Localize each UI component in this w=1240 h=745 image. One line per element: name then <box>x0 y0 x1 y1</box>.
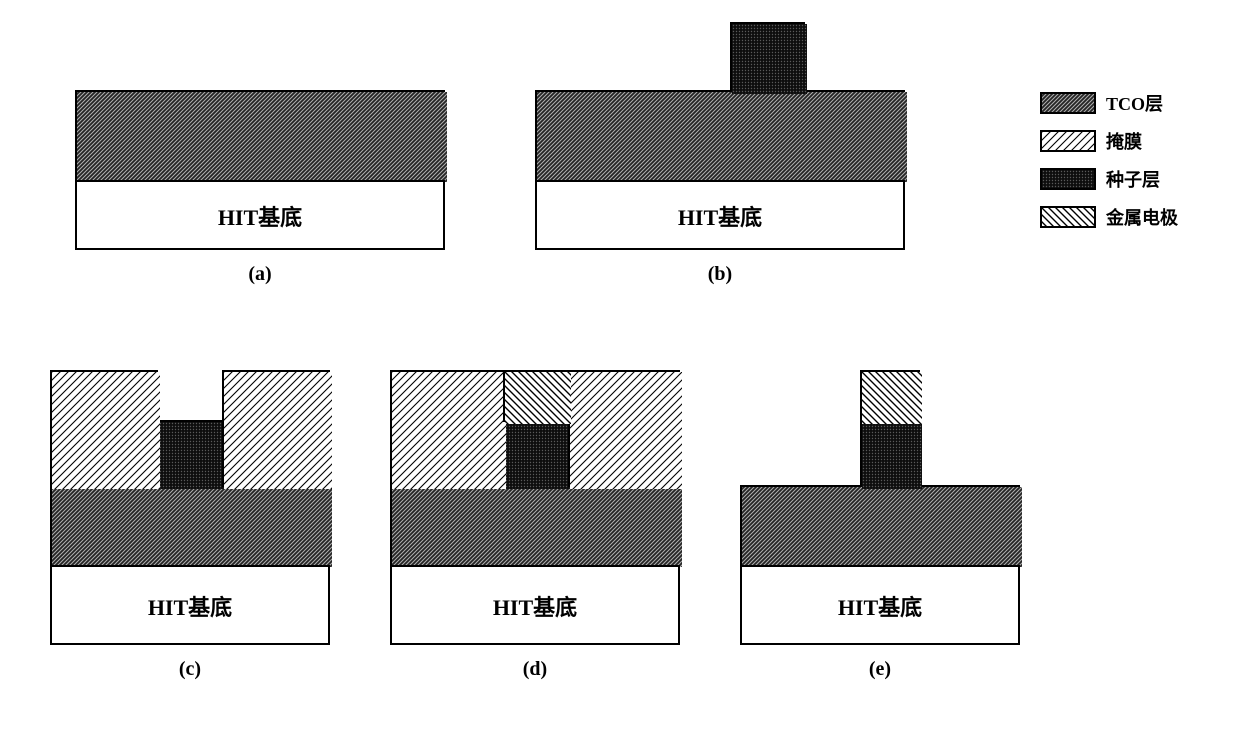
panel-d: HIT基底 (d) <box>390 370 680 680</box>
substrate-label: HIT基底 <box>50 590 330 622</box>
seed-layer <box>503 420 569 487</box>
legend-label: 掩膜 <box>1106 128 1142 154</box>
substrate-label: HIT基底 <box>740 590 1020 622</box>
legend-swatch-tco <box>1040 92 1096 114</box>
legend-label: 种子层 <box>1106 166 1160 192</box>
seed-layer <box>157 420 223 487</box>
tco-layer <box>75 90 445 180</box>
seed-layer <box>730 22 805 92</box>
panel-label-a: (a) <box>75 263 445 286</box>
tco-layer <box>390 485 680 565</box>
tco-layer <box>50 485 330 565</box>
legend-row: 掩膜 <box>1040 128 1178 154</box>
mask-layer <box>568 370 680 487</box>
substrate-label: HIT基底 <box>390 590 680 622</box>
legend-swatch-seed <box>1040 168 1096 190</box>
electrode-layer <box>503 370 569 422</box>
electrode-layer <box>860 370 920 422</box>
panel-a: HIT基底(a) <box>75 50 445 280</box>
legend: TCO层掩膜种子层金属电极 <box>1040 90 1178 242</box>
panel-c: HIT基底 (c) <box>50 370 330 680</box>
legend-swatch-electrode <box>1040 206 1096 228</box>
tco-layer <box>535 90 905 180</box>
legend-row: 种子层 <box>1040 166 1178 192</box>
panel-b: HIT基底(b) <box>535 50 905 280</box>
panel-label-b: (b) <box>535 263 905 286</box>
substrate-label: HIT基底 <box>75 200 445 232</box>
panel-label-e: (e) <box>740 658 1020 681</box>
legend-swatch-mask <box>1040 130 1096 152</box>
tco-layer <box>740 485 1020 565</box>
panel-e: HIT基底 (e) <box>740 370 1020 680</box>
legend-row: 金属电极 <box>1040 204 1178 230</box>
seed-layer <box>860 420 920 487</box>
panel-label-d: (d) <box>390 658 680 681</box>
legend-label: TCO层 <box>1106 90 1163 116</box>
legend-row: TCO层 <box>1040 90 1178 116</box>
substrate-label: HIT基底 <box>535 200 905 232</box>
diagram-page: HIT基底(a)HIT基底(b)HIT基底(c)HIT基底(d)HIT基底(e)… <box>20 20 1220 725</box>
mask-layer <box>390 370 504 487</box>
mask-layer <box>50 370 158 487</box>
panel-label-c: (c) <box>50 658 330 681</box>
mask-layer <box>222 370 330 487</box>
legend-label: 金属电极 <box>1106 204 1178 230</box>
